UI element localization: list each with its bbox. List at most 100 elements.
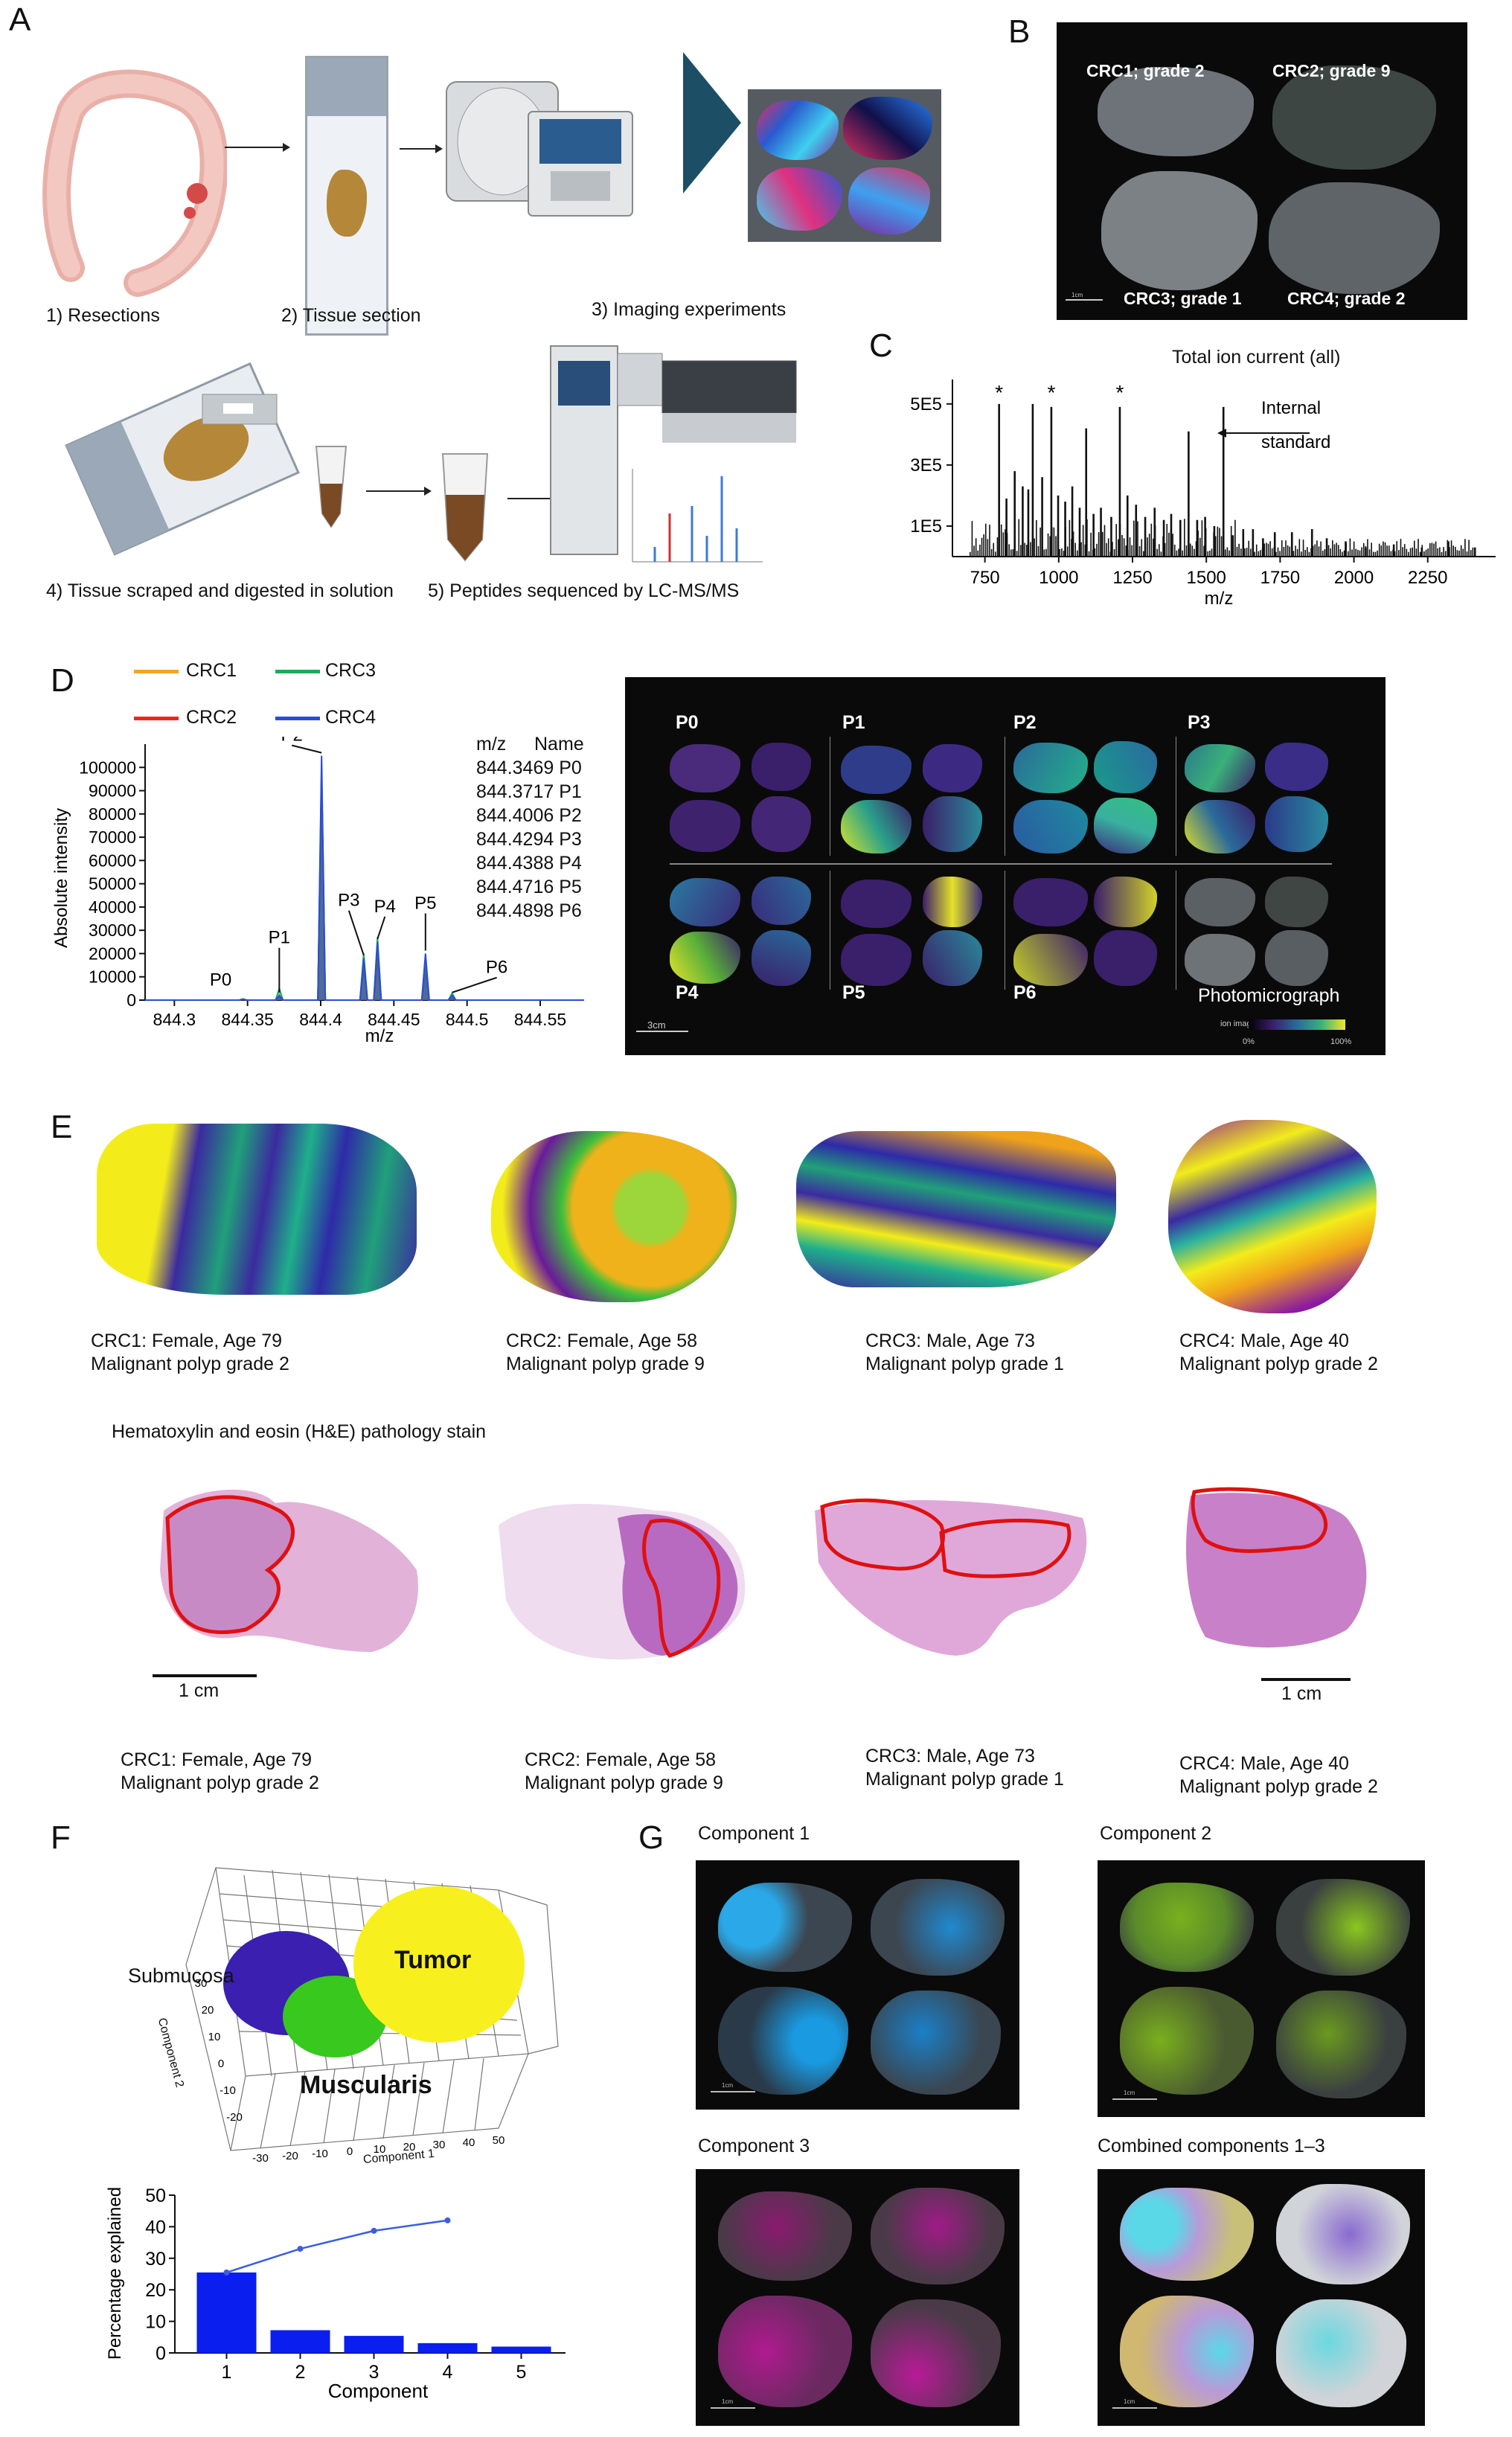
he-image-crc3 xyxy=(815,1498,1087,1656)
y-tick-label: 30 xyxy=(145,2249,166,2270)
case-caption-crc4: CRC4: Male, Age 40 Malignant polyp grade … xyxy=(1179,1330,1378,1374)
bars xyxy=(196,2272,551,2353)
scale-bar xyxy=(711,2091,755,2092)
x-tick-label: 1 xyxy=(222,2362,232,2383)
tumor-label: Tumor xyxy=(394,1946,472,1974)
pca-3d-scatter: -30 -20 -10 0 10 20 30 40 50 30 20 10 0 -10 -20 xyxy=(185,1867,559,2165)
lc-ms-instrument xyxy=(550,345,797,555)
component-2-tick: -10 xyxy=(220,2084,236,2097)
y-tick-label: 80000 xyxy=(89,804,136,824)
x-ticks: 844.3 844.35 844.4 844.45 844.5 844.55 xyxy=(153,1000,566,1029)
legend-swatch-crc3 xyxy=(275,670,320,673)
peak-label: P6 xyxy=(486,958,507,978)
y-ticks: 1E5 3E5 5E5 xyxy=(910,394,952,537)
y-tick-label: 100000 xyxy=(79,758,136,777)
y-axis-label: Percentage explained xyxy=(105,2187,125,2360)
case-caption-crc3: CRC3: Male, Age 73 Malignant polyp grade … xyxy=(865,1330,1064,1374)
tic-spectrum-chart: * * * 750 1000 1250 1500 1750 2000 2250 1E5 3E5 5E… xyxy=(910,380,1496,609)
component-1-tick: -30 xyxy=(252,2152,269,2165)
scale-bar xyxy=(711,2407,755,2409)
component-3-image: 1cm xyxy=(696,2169,1019,2426)
arrow-icon xyxy=(366,487,432,496)
segmentation-map-crc2 xyxy=(491,1131,737,1302)
tumor-cluster xyxy=(353,1886,525,2043)
y-ticks: 0 10000 20000 30000 40000 50000 60000 70000 8000… xyxy=(79,758,145,1010)
arrow-icon xyxy=(400,144,443,153)
mass-spec-instrument xyxy=(446,81,633,217)
cumulative-point xyxy=(297,2246,304,2252)
x-axis-label: m/z xyxy=(1205,589,1234,609)
x-tick-label: 1750 xyxy=(1260,568,1300,588)
x-tick-label: 844.4 xyxy=(299,1010,342,1029)
he-image-crc1 xyxy=(160,1489,418,1652)
component-2-title: Component 2 xyxy=(1100,1823,1212,1844)
tube-icon xyxy=(441,453,489,562)
y-tick-label: 20000 xyxy=(89,944,136,963)
ion-label-p0: P0 xyxy=(676,712,699,733)
x-tick-label: 1250 xyxy=(1112,568,1152,588)
ion-label-p6: P6 xyxy=(1013,982,1037,1003)
tumor-dot-icon xyxy=(187,183,208,204)
y-tick-label: 40000 xyxy=(89,897,136,917)
x-tick-label: 2 xyxy=(295,2362,306,2383)
segmentation-map-crc4 xyxy=(1168,1120,1377,1313)
scale-label: 1 cm xyxy=(1281,1683,1322,1704)
bar xyxy=(491,2346,551,2353)
ion-image-grid: P0 P1 P2 P3 P4 P5 P6 Photomicrograph 3cm… xyxy=(625,677,1386,1055)
scale-label: 3cm xyxy=(647,1019,666,1031)
panel-c-letter: C xyxy=(869,327,893,364)
slide-illustration xyxy=(305,56,388,336)
case-caption-crc2: CRC2: Female, Age 58 Malignant polyp grad… xyxy=(506,1330,705,1374)
component-2-tick: 0 xyxy=(218,2057,224,2070)
y-tick-label: 90000 xyxy=(89,781,136,801)
combined-components-title: Combined components 1–3 xyxy=(1098,2136,1325,2156)
x-tick-label: 2000 xyxy=(1334,568,1374,588)
he-caption-crc1: CRC1: Female, Age 79 Malignant polyp grad… xyxy=(121,1749,319,1793)
y-tick-label: 20 xyxy=(145,2280,166,2301)
ion-label-p1: P1 xyxy=(842,712,865,733)
peak-intensity-chart: 0 10000 20000 30000 40000 50000 60000 70000 8000… xyxy=(51,737,584,1046)
legend-crc4: CRC4 xyxy=(325,707,377,728)
x-tick-label: 4 xyxy=(443,2362,453,2383)
y-tick-label: 0 xyxy=(126,990,136,1010)
component-1-title: Component 1 xyxy=(698,1823,810,1844)
peak-label: P2 xyxy=(281,737,303,746)
legend-crc3: CRC3 xyxy=(325,660,377,681)
step-3-caption: 3) Imaging experiments xyxy=(592,299,787,320)
y-tick-label: 1E5 xyxy=(910,516,942,537)
legend-crc2: CRC2 xyxy=(186,707,237,728)
internal-standard-label: Internal xyxy=(1261,398,1321,418)
table-row: 844.4898 P6 xyxy=(476,900,582,921)
he-image-crc2 xyxy=(499,1504,746,1659)
y-tick-label: 10 xyxy=(145,2312,166,2333)
star-marker: * xyxy=(1115,381,1124,404)
component-1-tick: -20 xyxy=(282,2150,298,2162)
cumulative-line xyxy=(223,2217,451,2276)
crc1-label: CRC1; grade 2 xyxy=(1086,61,1205,80)
x-tick-label: 1500 xyxy=(1187,568,1226,588)
x-axis-label: Component xyxy=(328,2380,429,2402)
legend-crc1: CRC1 xyxy=(186,660,237,681)
scale-bar xyxy=(636,1031,688,1032)
component-1-tick: 40 xyxy=(463,2136,475,2149)
he-image-crc4 xyxy=(1186,1487,1367,1647)
scale-bar xyxy=(1261,1678,1351,1681)
internal-standard-label-2: standard xyxy=(1261,432,1330,452)
peak-labels: P0 P1 P2 P3 P4 P5 P6 xyxy=(210,737,507,993)
play-arrow-icon xyxy=(683,52,741,193)
bar xyxy=(344,2336,404,2353)
y-tick-label: 40 xyxy=(145,2217,166,2238)
case-caption-crc1: CRC1: Female, Age 79 Malignant polyp grad… xyxy=(91,1330,289,1374)
component-2-tick: -20 xyxy=(226,2111,243,2124)
peak-label: P4 xyxy=(374,897,396,917)
he-caption-crc2: CRC2: Female, Age 58 Malignant polyp grad… xyxy=(525,1749,723,1793)
peak-label: P5 xyxy=(414,893,436,913)
crc2-label: CRC2; grade 9 xyxy=(1272,61,1391,80)
component-2-image: 1cm xyxy=(1098,1860,1425,2117)
table-header-mz: m/z xyxy=(476,734,507,755)
panel-d-letter: D xyxy=(51,662,74,699)
y-axis-label: Absolute intensity xyxy=(51,808,71,948)
variance-explained-chart: 0 10 20 30 40 50 1 2 3 4 5 Percentage explained C… xyxy=(105,2185,566,2402)
table-row: 844.4388 P4 xyxy=(476,853,582,874)
panel-b-letter: B xyxy=(1008,13,1031,50)
